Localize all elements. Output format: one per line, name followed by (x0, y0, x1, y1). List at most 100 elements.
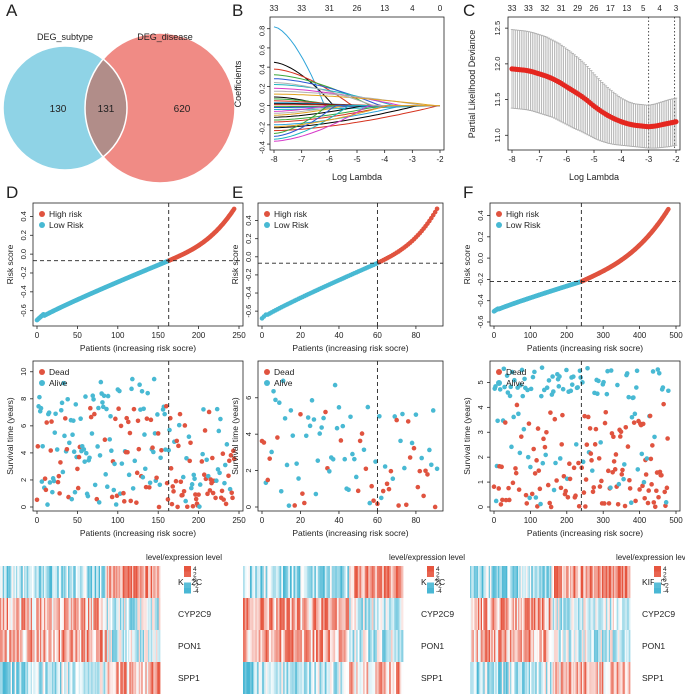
heatmap-cell (523, 630, 526, 662)
heatmap-cell (483, 598, 486, 630)
survival-alive-point (504, 373, 510, 378)
heatmap-cell (615, 566, 618, 598)
heatmap-cell (494, 566, 496, 598)
heatmap-cell (85, 598, 88, 630)
heatmap-cell (580, 662, 583, 694)
heatmap-cell (369, 598, 373, 630)
heatmap-cell (616, 598, 619, 630)
survival-dead-point (585, 414, 591, 420)
heatmap-cell (604, 566, 607, 598)
survival-alive-point (382, 464, 388, 469)
survival-alive-point (78, 416, 83, 421)
heatmap-cell (256, 566, 260, 598)
heatmap-cell (564, 662, 567, 694)
heatmap-cell (262, 662, 265, 694)
survival-alive-point (158, 455, 163, 461)
heatmap-cell (60, 662, 62, 694)
survival-y-tick-label: 8 (19, 397, 28, 401)
survival-dead-point (174, 438, 180, 444)
heatmap-cell (86, 566, 89, 598)
survival-alive-point (666, 388, 671, 394)
survival-dead-point (514, 402, 520, 408)
heatmap-cell (269, 566, 272, 598)
heatmap-cell (28, 630, 30, 662)
panel-label-f: F (463, 183, 473, 202)
heatmap-cell (0, 662, 2, 694)
heatmap-cell (28, 598, 30, 630)
heatmap-cell (594, 662, 596, 694)
survival-alive-point (621, 476, 626, 482)
coef-top-tick-label: 13 (380, 4, 389, 13)
heatmap-cell (392, 630, 395, 662)
heatmap-cell (502, 662, 504, 694)
heatmap-cell (289, 566, 293, 598)
heatmap-cell (129, 662, 132, 694)
heatmap-cell (522, 598, 524, 630)
heatmap-cell (16, 630, 18, 662)
heatmap-cell (396, 662, 399, 694)
heatmap-cell (296, 566, 300, 598)
heatmap-cell (620, 662, 623, 694)
heatmap-cell (390, 598, 393, 630)
heatmap-cell (335, 630, 338, 662)
survival-dead-point (202, 428, 208, 433)
heatmap-cell (113, 630, 116, 662)
heatmap-cell (77, 566, 80, 598)
heatmap-cell (363, 566, 366, 598)
legend-alive-marker (496, 380, 502, 386)
survival-alive-point (176, 422, 182, 428)
risk-y-tick-label: -0.2 (244, 268, 253, 281)
risk-score-point (666, 206, 671, 212)
survival-alive-point (107, 437, 113, 442)
survival-dead-point (131, 406, 137, 412)
survival-alive-point (137, 382, 142, 388)
survival-alive-point (151, 449, 156, 455)
heatmap-cell (482, 662, 484, 694)
heatmap-cell (323, 662, 326, 694)
heatmap-cell (480, 566, 483, 598)
heatmap-cell (618, 566, 620, 598)
heatmap-cell (26, 598, 29, 630)
heatmap-cell (300, 566, 303, 598)
heatmap-cell (106, 662, 109, 694)
heatmap-cell (562, 630, 564, 662)
survival-alive-point (419, 455, 424, 461)
heatmap-cell (310, 598, 313, 630)
heatmap-cell (499, 662, 502, 694)
survival-alive-point (430, 408, 436, 413)
survival-alive-point (512, 377, 517, 383)
heatmap-cell (57, 566, 60, 598)
legend-low-risk-marker (39, 222, 45, 228)
heatmap-cell (105, 598, 108, 630)
coef-y-tick-label: -0.2 (258, 122, 267, 135)
heatmap-cell (342, 630, 345, 662)
survival-dead-point (661, 401, 666, 407)
survival-dead-point (519, 434, 524, 439)
heatmap-cell (134, 566, 137, 598)
heatmap-cell (112, 598, 114, 630)
heatmap-legend-swatch (184, 571, 191, 577)
risk-x-tick-label: 100 (524, 331, 538, 340)
heatmap-cell (516, 662, 519, 694)
heatmap-cell (622, 662, 624, 694)
survival-alive-point (601, 379, 606, 385)
survival-dead-point (573, 493, 578, 499)
heatmap-cell (248, 662, 251, 694)
survival-dead-point (541, 436, 546, 442)
heatmap-cell (369, 566, 373, 598)
heatmap-cell (37, 662, 40, 694)
risk-x-tick-label: 200 (560, 331, 574, 340)
heatmap-cell (145, 630, 148, 662)
survival-x-tick-label: 100 (111, 516, 125, 525)
heatmap-cell (520, 630, 523, 662)
heatmap-cell (90, 630, 93, 662)
heatmap-cell (484, 630, 487, 662)
heatmap-cell (150, 598, 153, 630)
heatmap-cell (382, 598, 385, 630)
heatmap-cell (86, 630, 89, 662)
survival-alive-point (409, 440, 415, 446)
survival-dead-point (432, 504, 438, 510)
heatmap-cell (120, 630, 122, 662)
heatmap-cell (626, 598, 628, 630)
coef-y-tick-label: 0.8 (258, 26, 267, 36)
